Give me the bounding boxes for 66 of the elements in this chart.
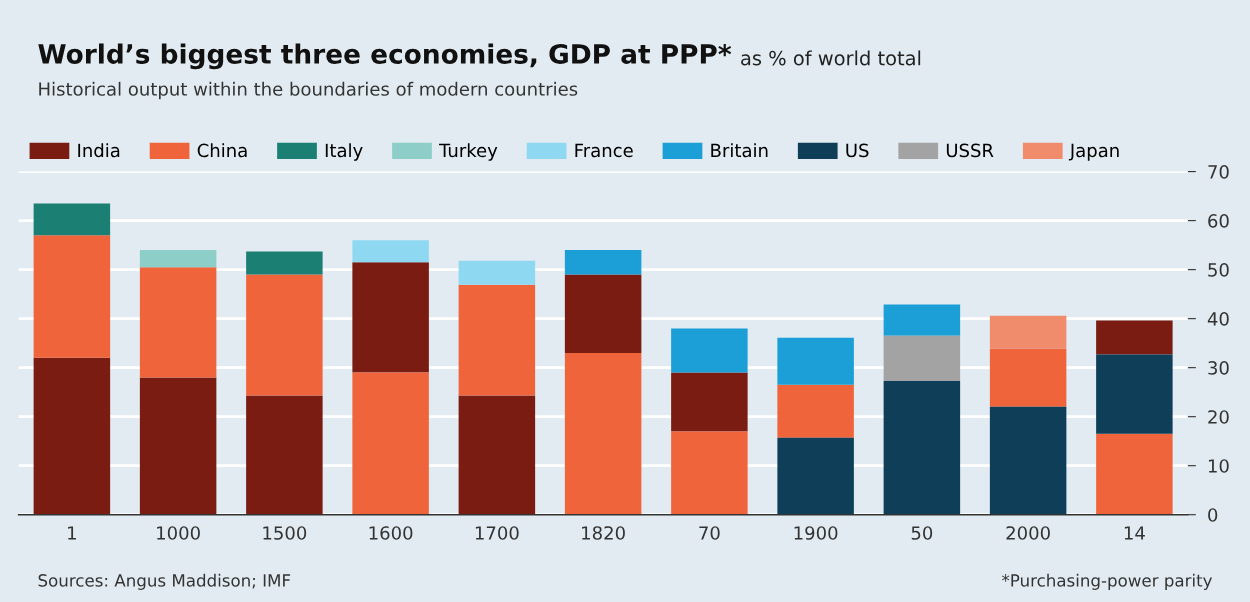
bar (564, 250, 642, 275)
x-tick-label: 1500 (263, 526, 307, 540)
bar (33, 357, 111, 515)
bar (883, 304, 961, 336)
legend-label: China (197, 143, 247, 158)
x-tick-label: 1 (68, 526, 76, 540)
bar (352, 240, 429, 263)
y-tick-label: 10 (1208, 459, 1229, 473)
x-tick-label: 50 (911, 526, 933, 540)
bar (458, 395, 536, 515)
bar (139, 267, 217, 378)
legend-label: Turkey (439, 143, 498, 161)
y-tick-label: 60 (1208, 214, 1229, 228)
text: *Purchasing-power parity (1001, 573, 1213, 590)
chart-title: World’s biggest three economies, GDP at PPP* (38, 43, 732, 70)
bar (989, 406, 1067, 515)
bar (352, 372, 429, 515)
bar (1096, 433, 1173, 515)
legend-label: Britain (711, 143, 768, 158)
bar (671, 328, 748, 373)
y-tick-label: 30 (1208, 361, 1229, 375)
x-tick-label: 1600 (369, 526, 413, 540)
x-tick-label: 70 (699, 526, 720, 540)
bar (671, 431, 748, 515)
x-tick-label: 1700 (475, 526, 519, 540)
x-tick-label: 1000 (157, 526, 200, 540)
bar (671, 372, 748, 432)
bar (883, 380, 961, 515)
y-tick-label: 20 (1208, 410, 1229, 424)
bar (139, 377, 217, 515)
legend-label: India (78, 143, 120, 158)
bar (777, 437, 854, 515)
x-tick-label: 1900 (794, 526, 838, 540)
x-tick-label: 1820 (582, 526, 625, 540)
bar (777, 384, 854, 438)
legend-label: Italy (325, 143, 363, 161)
legend-label: Japan (1068, 143, 1119, 161)
y-tick-label: 70 (1208, 165, 1229, 179)
bar (1096, 320, 1173, 355)
y-tick-label: 40 (1207, 312, 1229, 326)
text: as % of world total (741, 50, 921, 66)
bar (777, 337, 854, 385)
x-tick-label: 14 (1124, 526, 1145, 540)
bar (564, 274, 642, 353)
chart-subtitle: Historical output within the boundaries of modern countries (39, 81, 578, 100)
bar (458, 284, 536, 396)
bar (883, 335, 961, 381)
bar (139, 250, 217, 268)
legend-label: USSR (946, 143, 994, 158)
bar (989, 348, 1067, 407)
bar (246, 251, 323, 275)
bar (989, 315, 1067, 349)
bar (246, 395, 323, 515)
legend-label: US (846, 143, 869, 158)
bar (33, 235, 111, 358)
source-note: Sources: Angus Maddison; IMF (38, 573, 291, 590)
bar (246, 274, 323, 396)
x-tick-label: 2000 (1006, 526, 1050, 540)
bar (352, 262, 429, 373)
bar (458, 260, 536, 285)
y-tick-label: 50 (1208, 263, 1229, 277)
y-tick-label: 0 (1208, 508, 1218, 522)
bar (564, 352, 642, 515)
legend-label: France (575, 143, 633, 158)
bar (33, 203, 111, 236)
bar (1096, 354, 1173, 434)
